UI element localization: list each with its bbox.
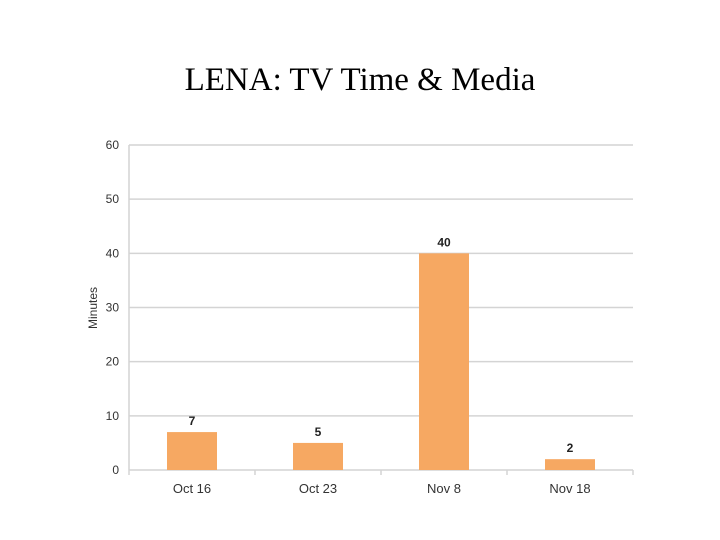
gridlines bbox=[128, 144, 634, 475]
x-tick-label: Nov 18 bbox=[549, 481, 590, 496]
bars bbox=[167, 253, 595, 470]
bar bbox=[419, 253, 469, 470]
y-tick-label: 20 bbox=[106, 355, 120, 369]
data-label: 7 bbox=[189, 414, 196, 428]
bar bbox=[545, 459, 595, 470]
y-tick-label: 30 bbox=[106, 301, 120, 315]
y-axis-title: Minutes bbox=[86, 287, 100, 329]
x-tick-label: Oct 16 bbox=[173, 481, 211, 496]
y-tick-label: 50 bbox=[106, 192, 120, 206]
y-axis-ticks: 0 10 20 30 40 50 60 bbox=[106, 138, 120, 477]
x-axis-ticks: Oct 16 Oct 23 Nov 8 Nov 18 bbox=[173, 481, 591, 496]
y-tick-label: 10 bbox=[106, 409, 120, 423]
data-label: 2 bbox=[567, 441, 574, 455]
y-tick-label: 40 bbox=[106, 246, 120, 260]
x-tick-label: Nov 8 bbox=[427, 481, 461, 496]
x-tick-label: Oct 23 bbox=[299, 481, 337, 496]
slide-title: LENA: TV Time & Media bbox=[184, 62, 536, 98]
bar bbox=[167, 432, 217, 470]
data-label: 5 bbox=[315, 425, 322, 439]
bar bbox=[293, 442, 343, 470]
data-labels: 7 5 40 2 bbox=[189, 235, 574, 455]
data-label: 40 bbox=[437, 235, 451, 249]
y-tick-label: 0 bbox=[112, 463, 119, 477]
y-tick-label: 60 bbox=[106, 138, 120, 152]
